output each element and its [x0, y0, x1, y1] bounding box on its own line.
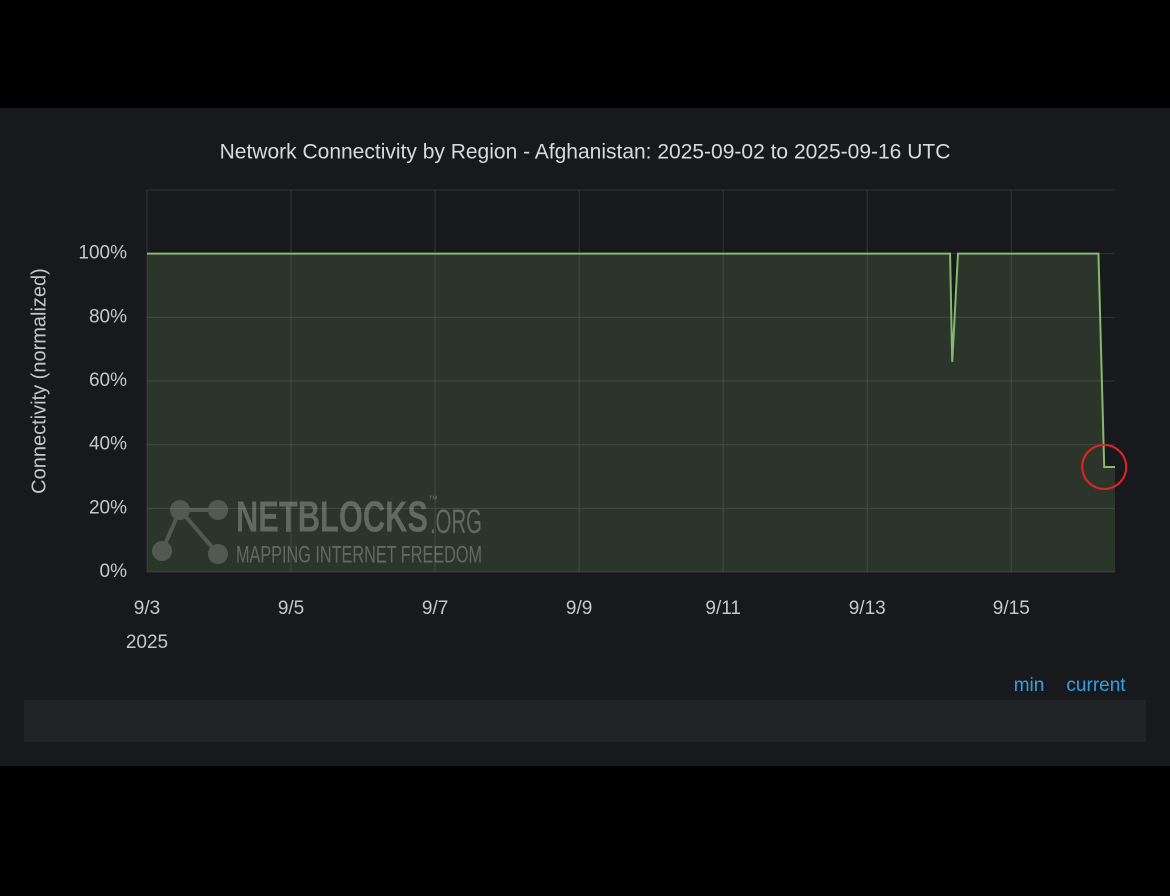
y-tick-label: 40%: [89, 434, 127, 455]
y-tick-label: 60%: [89, 370, 127, 391]
legend-header: min: [1014, 675, 1045, 696]
watermark-tagline: MAPPING INTERNET FREEDOM: [236, 541, 482, 568]
x-tick-label: 9/13: [849, 598, 886, 619]
line: [147, 252, 1115, 468]
y-tick-label: 20%: [89, 497, 127, 518]
watermark-tm: ™: [428, 495, 438, 506]
panel: [0, 108, 1170, 766]
x-tick-label: 9/15: [993, 598, 1030, 619]
x-tick-label: 9/3: [134, 598, 160, 619]
y-tick-label: 80%: [89, 306, 127, 327]
x-tick-label: 9/9: [566, 598, 592, 619]
y-tick-label: 0%: [100, 561, 128, 582]
y-axis-label: Connectivity (normalized): [28, 268, 50, 494]
legend-row: [24, 700, 1146, 742]
watermark-name: NETBLOCKS: [236, 493, 428, 542]
x-tick-label: 9/7: [422, 598, 448, 619]
watermark-suffix: .ORG: [430, 503, 482, 541]
area: [147, 253, 1115, 572]
x-tick-label: 9/11: [705, 598, 741, 619]
x-year-label: 2025: [126, 632, 168, 653]
y-tick-label: 100%: [78, 243, 127, 264]
x-tick-label: 9/5: [278, 598, 304, 619]
chart-title: Network Connectivity by Region - Afghani…: [220, 141, 951, 164]
watermark-logo: [152, 500, 228, 564]
watermark: NETBLOCKS ™ .ORG MAPPING INTERNET FREEDO…: [152, 493, 482, 568]
legend-header: current: [1066, 675, 1126, 696]
highlight-circle: [1081, 443, 1128, 490]
